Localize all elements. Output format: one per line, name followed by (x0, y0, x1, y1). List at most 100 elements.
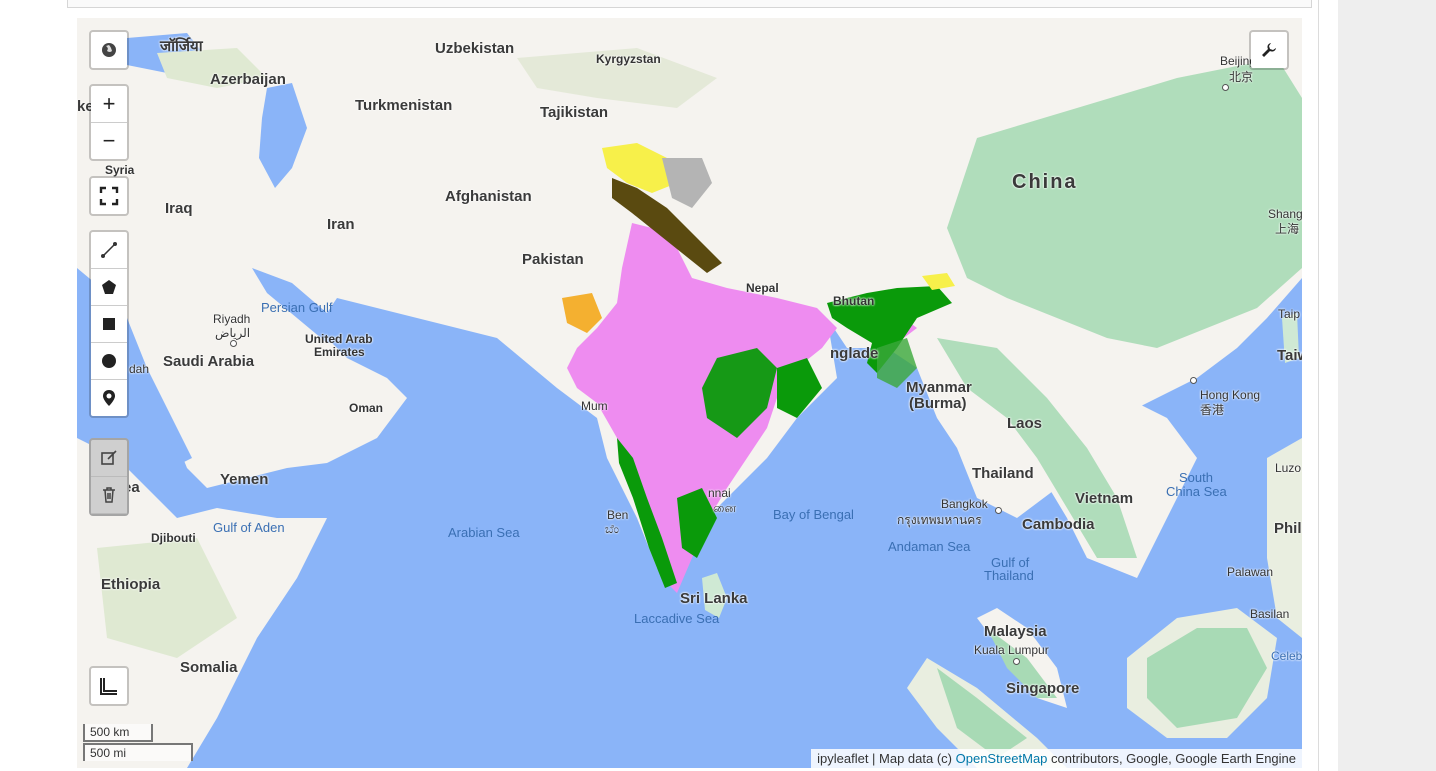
riyadh-marker (230, 340, 237, 347)
kuala-lumpur-marker (1013, 658, 1020, 665)
edit-toolbar[interactable] (89, 438, 129, 516)
label-georgia: जॉर्जिया (160, 38, 203, 55)
toolbar-control[interactable] (1249, 30, 1289, 70)
marker-icon[interactable] (91, 380, 127, 416)
label-kyrgyzstan: Kyrgyzstan (596, 52, 661, 66)
red-sea (107, 318, 192, 463)
label-uzbekistan: Uzbekistan (435, 40, 515, 57)
label-chennai: nnai (708, 486, 731, 500)
landcover-ladakh-bare (662, 158, 712, 208)
vegetation-tian-shan (517, 48, 717, 108)
measure-control[interactable] (89, 666, 129, 706)
landmass-philippines (1267, 438, 1302, 638)
label-riyadh: Riyadh (213, 312, 251, 326)
edit-icon[interactable] (91, 440, 127, 477)
label-kuala-lumpur: Kuala Lumpur (974, 643, 1049, 657)
label-pakistan: Pakistan (522, 251, 584, 268)
vegetation-ethiopia (97, 538, 237, 658)
label-chennai-local: னை (713, 501, 736, 515)
label-celebes: Celeb (1271, 649, 1302, 663)
landcover-central-forest (702, 348, 777, 438)
openstreetmap-link[interactable]: OpenStreetMap (955, 751, 1048, 766)
hong-kong-marker (1190, 377, 1197, 384)
landcover-thar-shrub (562, 293, 602, 333)
trash-icon[interactable] (91, 477, 127, 514)
label-palawan: Palawan (1227, 565, 1274, 579)
label-taipei: Taip (1278, 307, 1301, 321)
label-singapore: Singapore (1006, 680, 1080, 697)
label-beijing: Beijing (1220, 54, 1257, 68)
attribution-prefix: ipyleaflet | Map data (c) (817, 751, 956, 766)
label-nepal: Nepal (746, 281, 779, 295)
beijing-marker (1222, 84, 1229, 91)
label-bangkok: Bangkok (941, 497, 988, 511)
label-iran: Iran (327, 216, 355, 233)
attribution-suffix: contributors, Google, Google Earth Engin… (1047, 751, 1296, 766)
label-afghanistan: Afghanistan (445, 188, 532, 205)
bangkok-marker (995, 507, 1002, 514)
landcover-western-ghats-forest (617, 438, 677, 588)
label-taiwan: Taiwa (1277, 347, 1302, 364)
label-bengaluru-local: ಬೆಂ (605, 522, 619, 536)
label-gulf-of-thailand-2: Thailand (984, 568, 1034, 583)
label-myanmar-alt: (Burma) (909, 395, 967, 412)
label-hong-kong-local: 香港 (1200, 403, 1225, 417)
label-bangladesh: nglade (830, 345, 879, 362)
label-basilan: Basilan (1250, 607, 1290, 621)
scale-metric: 500 km (83, 724, 153, 742)
persian-gulf-water (252, 268, 347, 343)
label-uae-1: United Arab (305, 332, 373, 346)
label-riyadh-local: الرياض (215, 326, 251, 340)
zoom-out-button[interactable]: − (102, 128, 116, 153)
notebook-side-panel (1338, 0, 1436, 771)
label-bay-of-bengal: Bay of Bengal (773, 507, 854, 522)
wrench-icon[interactable] (1251, 32, 1287, 68)
scale-imperial: 500 mi (83, 743, 193, 761)
globe-icon[interactable] (91, 32, 127, 68)
label-andaman-sea: Andaman Sea (888, 539, 971, 554)
vegetation-sumatra (937, 668, 1027, 758)
landcover-ne-snow (922, 273, 955, 290)
basemap (77, 18, 1302, 768)
label-cambodia: Cambodia (1022, 516, 1095, 533)
vegetation-china (947, 58, 1302, 348)
label-beijing-local: 北京 (1229, 70, 1254, 84)
label-laccadive-sea: Laccadive Sea (634, 611, 720, 626)
label-azerbaijan: Azerbaijan (210, 71, 286, 88)
label-tajikistan: Tajikistan (540, 104, 609, 121)
label-gulf-of-aden: Gulf of Aden (213, 520, 285, 535)
zoom-in-button[interactable]: + (91, 86, 127, 123)
fullscreen-control[interactable] (89, 176, 129, 216)
label-ethiopia: Ethiopia (101, 576, 161, 593)
label-shanghai-local: 上海 (1275, 222, 1300, 236)
notebook-divider (1318, 0, 1319, 771)
zoom-control[interactable]: + − (89, 84, 129, 161)
landcover-south-forest (677, 488, 717, 558)
fullscreen-icon[interactable] (91, 178, 127, 214)
caspian-sea (259, 83, 307, 188)
label-somalia: Somalia (180, 659, 238, 676)
polyline-icon[interactable] (91, 232, 127, 269)
label-turkmenistan: Turkmenistan (355, 97, 453, 114)
label-syria: Syria (105, 163, 135, 177)
polygon-icon[interactable] (91, 269, 127, 306)
label-oman: Oman (349, 401, 384, 415)
map-view[interactable]: जॉर्जिया Azerbaijan Uzbekistan Kyrgyzsta… (77, 18, 1302, 768)
label-china: China (1012, 171, 1078, 193)
circle-icon[interactable] (91, 343, 127, 380)
label-bengaluru: Ben (607, 508, 629, 522)
label-turkey-partial: ke (77, 98, 94, 115)
vegetation-borneo (1147, 628, 1267, 728)
label-bhutan: Bhutan (833, 294, 875, 308)
label-vietnam: Vietnam (1075, 490, 1134, 507)
measure-icon[interactable] (91, 668, 127, 704)
landcover-ne-forest (827, 286, 952, 373)
landcover-eastern-forest (777, 358, 822, 418)
draw-toolbar[interactable] (89, 230, 129, 418)
attribution: ipyleaflet | Map data (c) OpenStreetMap … (811, 749, 1302, 768)
output-cell-border (67, 0, 1312, 8)
rectangle-icon[interactable] (91, 306, 127, 343)
label-luzon: Luzo (1275, 461, 1302, 475)
landcover-himalaya-forest (612, 178, 722, 273)
layers-control[interactable] (89, 30, 129, 70)
